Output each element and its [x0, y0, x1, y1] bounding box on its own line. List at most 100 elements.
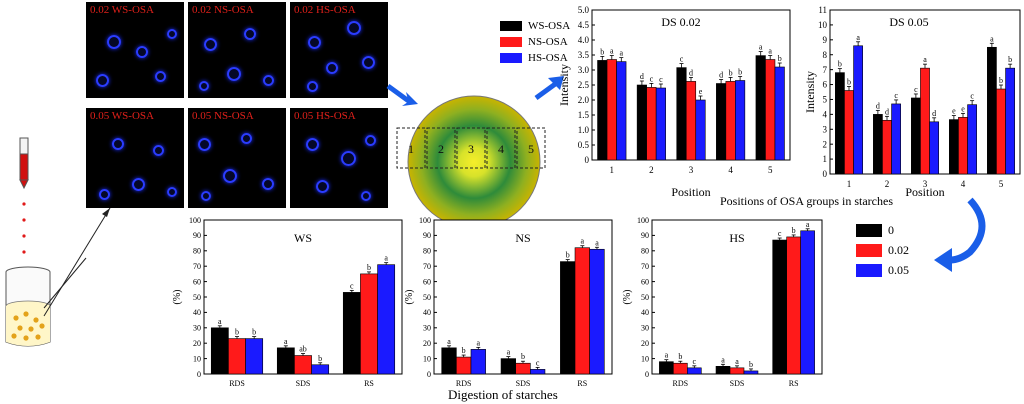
- legend-entry: HS-OSA: [500, 50, 576, 66]
- granule-blob: [98, 188, 110, 200]
- y-tick-label: 1.5: [578, 110, 590, 120]
- y-axis-label: (%): [404, 290, 415, 305]
- micrograph-panel: 0.05 NS-OSA: [188, 108, 286, 208]
- bar-0-RS: [342, 292, 361, 375]
- y-axis-label: (%): [622, 290, 633, 305]
- micrograph-label: 0.02 WS-OSA: [90, 4, 154, 16]
- y-tick-label: 20: [641, 339, 649, 348]
- significance-letter: b: [566, 251, 570, 260]
- bar-0.05-RDS: [687, 367, 702, 375]
- y-tick-label: 0: [427, 370, 431, 379]
- significance-letter: a: [477, 338, 481, 347]
- x-tick-label: 3: [923, 179, 928, 189]
- bar-NS-OSA-5: [765, 59, 776, 161]
- micrograph-label: 0.05 NS-OSA: [192, 110, 254, 122]
- chart-ns: 0 10 20 30 40 50 60 70 80 90 100 NS (%) RDS a b a SDS a b c R…: [404, 216, 613, 388]
- significance-letter: b: [838, 60, 842, 69]
- bar-0.02-SDS: [729, 367, 745, 375]
- chart-title: DS 0.02: [661, 15, 700, 29]
- bar-0.02-RDS: [228, 338, 246, 375]
- y-tick-label: 2.0: [578, 95, 590, 105]
- granule-blob: [262, 178, 274, 190]
- significance-letter: a: [759, 43, 763, 52]
- legend-swatch: [500, 53, 522, 63]
- legend-label: 0.02: [888, 242, 909, 257]
- significance-letter: d: [885, 107, 889, 116]
- bottom-legend: 0 0.02 0.05: [856, 220, 922, 280]
- legend-swatch: [500, 37, 522, 47]
- bar-HS-OSA-2: [891, 103, 901, 175]
- significance-letter: b: [749, 360, 753, 369]
- granule-blob: [199, 81, 209, 91]
- y-tick-label: 5: [823, 95, 828, 105]
- significance-letter: a: [721, 355, 725, 364]
- significance-letter: b: [778, 54, 782, 63]
- bar-0.05-RS: [377, 264, 396, 375]
- bar-0.02-RS: [360, 273, 378, 375]
- significance-letter: b: [235, 328, 239, 337]
- chart-title: DS 0.05: [889, 15, 928, 29]
- x-tick-label: RDS: [456, 379, 472, 388]
- bar-HS-OSA-5: [1005, 67, 1015, 175]
- bar-NS-OSA-1: [606, 59, 617, 161]
- significance-letter: c: [778, 229, 782, 238]
- bar-0-RS: [560, 261, 576, 375]
- y-tick-label: 0: [585, 155, 590, 165]
- beaker-to-micrograph-arrow: [43, 207, 111, 317]
- micrograph-panel: 0.02 HS-OSA: [290, 2, 388, 98]
- top-legend: WS-OSA NS-OSA HS-OSA: [500, 18, 576, 66]
- granule-blob: [307, 35, 321, 49]
- significance-letter: e: [952, 107, 956, 116]
- zone-label: 3: [468, 142, 474, 156]
- bar-WS-OSA-5: [987, 46, 997, 175]
- significance-letter: b: [847, 78, 851, 87]
- y-tick-label: 10: [193, 354, 201, 363]
- x-tick-label: SDS: [516, 379, 531, 388]
- y-tick-label: 3.0: [578, 65, 590, 75]
- significance-letter: a: [595, 238, 599, 247]
- significance-letter: a: [856, 33, 860, 42]
- granule-blob: [305, 137, 319, 151]
- zone-box-5: [516, 127, 546, 169]
- digestion-title: Digestion of starches: [448, 387, 558, 402]
- bar-NS-OSA-5: [996, 88, 1006, 175]
- y-tick-label: 11: [818, 5, 827, 15]
- bar-0.02-SDS: [515, 362, 531, 375]
- zone-box-3: [456, 127, 486, 169]
- significance-letter: ab: [299, 345, 307, 354]
- granule-blob: [361, 191, 371, 201]
- bar-0.05-SDS: [743, 370, 759, 375]
- bar-HS-OSA-3: [929, 121, 939, 175]
- y-tick-label: 10: [818, 20, 828, 30]
- significance-letter: d: [876, 101, 880, 110]
- significance-letter: d: [640, 72, 644, 81]
- bar-NS-OSA-2: [882, 120, 892, 175]
- x-tick-label: SDS: [730, 379, 745, 388]
- significance-letter: a: [665, 351, 669, 360]
- granule-blob: [197, 137, 211, 151]
- y-tick-label: 30: [193, 324, 201, 333]
- granule-blob: [154, 70, 166, 82]
- y-tick-label: 0: [197, 370, 201, 379]
- bar-0.05-RS: [589, 248, 605, 375]
- x-tick-label: 4: [961, 179, 966, 189]
- y-axis-label: Intensity: [806, 71, 817, 113]
- zone-box-4: [486, 127, 516, 169]
- significance-letter: b: [521, 352, 525, 361]
- significance-letter: b: [462, 346, 466, 355]
- granule-blob: [361, 55, 375, 69]
- bar-0-SDS: [715, 366, 731, 375]
- x-tick-label: 5: [999, 179, 1004, 189]
- significance-letter: a: [284, 337, 288, 346]
- bar-0-RDS: [441, 347, 457, 375]
- significance-letter: c: [894, 91, 898, 100]
- y-tick-label: 70: [423, 262, 431, 271]
- x-tick-label: 5: [768, 165, 773, 175]
- bar-0-SDS: [500, 358, 516, 375]
- micrograph-panel: 0.05 HS-OSA: [290, 108, 388, 208]
- bar-WS-OSA-2: [873, 114, 883, 175]
- significance-letter: b: [600, 47, 604, 56]
- y-tick-label: 6: [823, 80, 828, 90]
- significance-letter: e: [699, 87, 703, 96]
- granule-blob: [306, 80, 318, 92]
